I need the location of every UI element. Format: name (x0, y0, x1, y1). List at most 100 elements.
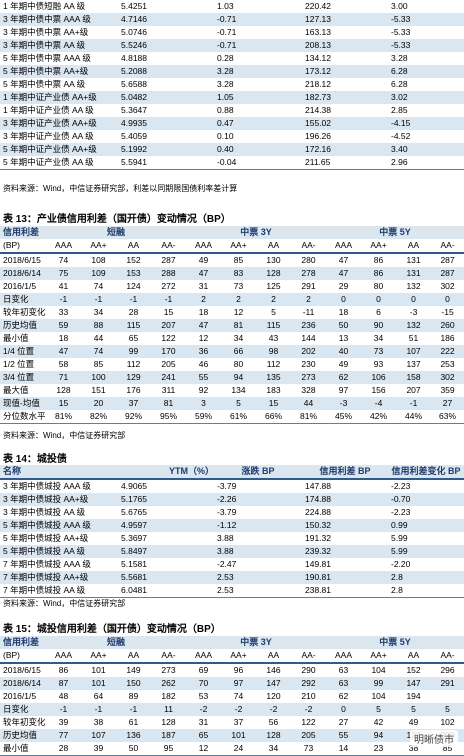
table-cell: 174.88 (302, 493, 388, 506)
table-cell: 55 (186, 371, 222, 384)
table-cell: 62 (338, 691, 349, 701)
table-cell: 128 (161, 717, 176, 727)
table-cell: 291 (301, 281, 316, 291)
table-cell: 291 (431, 677, 464, 690)
column-header: AA- (291, 649, 327, 664)
table-row: 1/4 位置 47 74 99 170 36 66 98 202 40 73 107 222 (0, 345, 464, 358)
table-cell: 51 (408, 333, 419, 343)
table-cell: 2.53 (214, 571, 302, 584)
table-row: 3 年期中债城投 AA 级 5.6765 -3.79 224.88 -2.23 (0, 506, 464, 519)
table-cell: 292 (291, 677, 327, 690)
table-cell: 0.28 (217, 53, 234, 63)
table-cell: 55 (326, 729, 362, 742)
table-cell: 131 (406, 255, 421, 265)
table-cell: 39 (81, 742, 116, 756)
table-cell: 62 (326, 371, 362, 384)
column-header: AA- (151, 649, 187, 664)
table-cell: 3 年期中债城投 AA 级 (3, 507, 86, 517)
table-cell: 107 (81, 729, 116, 742)
table-cell: 1 年期中证产业债 AA+级 (0, 91, 118, 104)
column-header: 信用利差 (0, 226, 46, 239)
column-header: AA+ (221, 649, 257, 664)
table-cell: 5 (431, 703, 464, 716)
table-cell: 12 (186, 742, 222, 756)
table-cell: 2018/6/15 (3, 665, 41, 675)
table-cell: 236 (291, 319, 327, 332)
table-cell: 95% (151, 410, 187, 424)
table-cell: 65 (186, 729, 222, 742)
table-cell: 86 (58, 665, 69, 675)
table-cell: 108 (91, 255, 106, 265)
table-cell: 5.1581 (121, 559, 147, 569)
table-row: 1 年期中证产业债 AA+级 5.0482 1.05 182.73 3.02 (0, 91, 464, 104)
table-cell: 211.65 (302, 156, 388, 170)
table-cell (431, 690, 464, 703)
table-cell: 5.4251 (121, 1, 147, 11)
table-cell: 1/2 位置 (3, 359, 35, 369)
table-cell: 94 (361, 729, 397, 742)
table-cell: 87 (46, 677, 81, 690)
table-cell: 131 (396, 267, 432, 280)
table-cell: -0.70 (388, 493, 464, 506)
column-group-header: 中票 3Y (186, 226, 327, 239)
table-cell: 230 (301, 359, 316, 369)
table-cell: 0.47 (214, 117, 302, 130)
table-cell: 5 年期中债城投 AA+级 (3, 533, 89, 543)
table-cell: 最大值 (3, 385, 29, 395)
table-cell: -0.04 (214, 156, 302, 170)
table-cell: -3.79 (217, 481, 237, 491)
table-cell: 149.81 (305, 559, 331, 569)
table-cell: -4.15 (388, 117, 464, 130)
table-cell: 最小值 (3, 333, 29, 343)
table-row: 历史均值 59 88 115 207 47 81 115 236 50 90 132 260 (0, 319, 464, 332)
table-cell: 5.3697 (121, 533, 147, 543)
table-cell: 147 (256, 677, 292, 690)
table-cell: 6.28 (388, 65, 464, 78)
table-cell: 102 (440, 717, 455, 727)
table-cell: 97 (221, 677, 257, 690)
table-cell: 2.8 (388, 571, 464, 584)
table-cell: 150.32 (302, 519, 388, 532)
table-cell: 273 (161, 665, 176, 675)
table-cell: 152 (406, 665, 421, 675)
column-group-header: 中票 5Y (326, 636, 464, 649)
table-cell: 186 (440, 333, 455, 343)
table-cell: 58 (58, 359, 69, 369)
table-cell: 3/4 位置 (0, 371, 46, 384)
table-cell: 24 (221, 742, 257, 756)
table-cell: 5.6588 (121, 79, 147, 89)
table15: 信用利差 短融 中票 3Y 中票 5Y (BP) AAA AA+ AA AA- AAA AA+ AA A… (0, 636, 464, 756)
table-cell: 0.10 (217, 131, 234, 141)
table-cell: 42% (361, 410, 397, 424)
table-cell: -2.23 (391, 481, 411, 491)
table-cell: 81% (46, 410, 81, 424)
table-cell: 89 (128, 691, 139, 701)
table-cell: 5.0746 (121, 27, 147, 37)
table-cell: 3.88 (217, 533, 234, 543)
table-cell: 6 (376, 307, 381, 317)
table-cell: 0 (361, 293, 397, 306)
table-cell: 150 (116, 677, 151, 690)
table-row: 最大值 128 151 176 311 92 134 183 328 97 156 207 359 (0, 384, 464, 397)
table-cell: 190.81 (302, 571, 388, 584)
table-cell: 5 年期中证产业债 AA 级 (0, 156, 118, 170)
table-cell: 5.1992 (118, 143, 214, 156)
table-cell: 44% (396, 410, 432, 424)
table-row: 7 年期中债城投 AA+级 5.5681 2.53 190.81 2.8 (0, 571, 464, 584)
table-cell: 73 (233, 281, 244, 291)
table-cell: 359 (440, 385, 455, 395)
table-cell: 1.03 (217, 1, 234, 11)
column-header: 名称 (0, 465, 118, 480)
table-cell: 128 (256, 729, 292, 742)
table-cell: 5 (271, 307, 276, 317)
table14-title: 表 14：城投债 (3, 454, 67, 465)
column-header: AAA (186, 649, 222, 664)
table-row: 5 年期中证产业债 AA 级 5.5941 -0.04 211.65 2.96 (0, 156, 464, 170)
table-cell: 302 (431, 371, 464, 384)
table-cell: 较年初变化 (3, 717, 46, 727)
table-cell: 27 (338, 717, 349, 727)
table-cell: 64 (93, 691, 104, 701)
table-row: 3 年期中证产业债 AA+级 4.9935 0.47 155.02 -4.15 (0, 117, 464, 130)
table-cell: 163.13 (305, 27, 331, 37)
table-cell: 70 (186, 677, 222, 690)
